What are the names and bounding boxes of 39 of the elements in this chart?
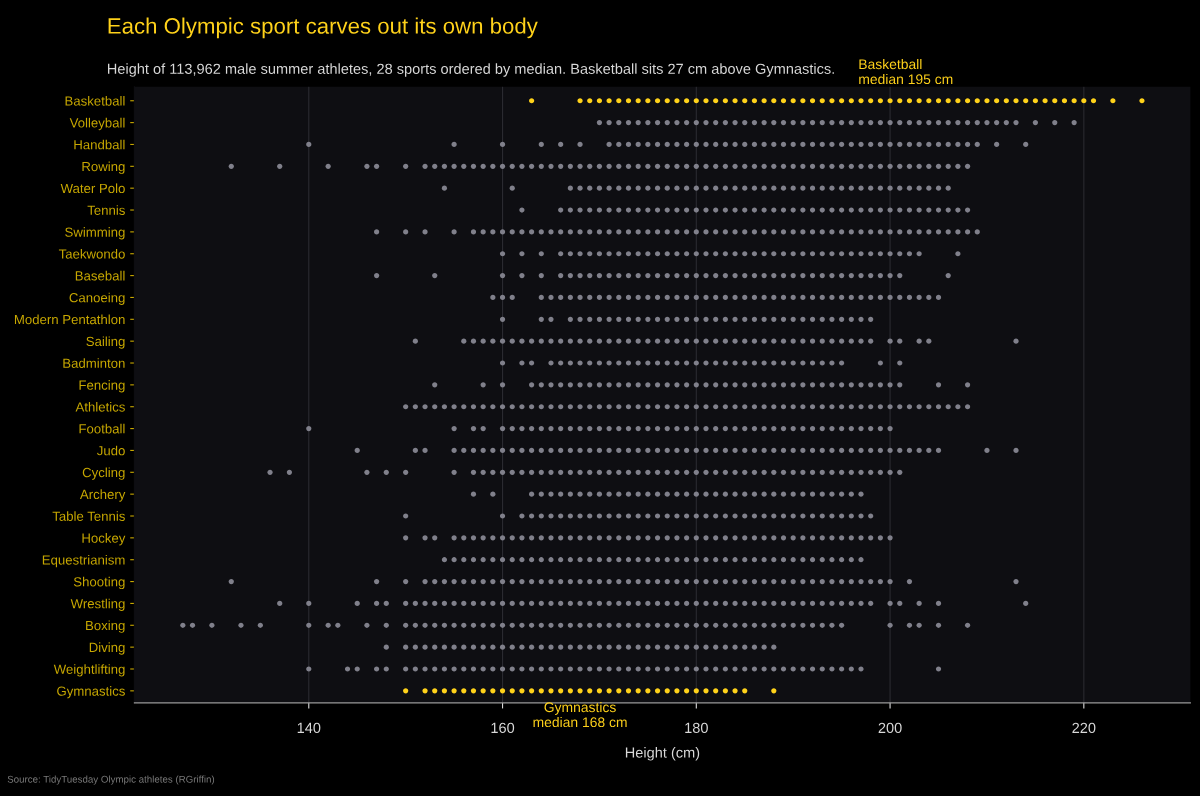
y-tick-label: Baseball — [75, 270, 125, 281]
x-tick-label: 200 — [878, 722, 902, 734]
y-tick-label: Wrestling — [70, 598, 125, 611]
x-tick-label: 160 — [491, 722, 515, 734]
y-tick-label: Boxing — [86, 620, 125, 633]
y-tick-label: Fencing — [79, 380, 125, 393]
y-tick-label: Athletics — [75, 401, 125, 412]
y-tick-label: Handball — [74, 139, 125, 150]
y-tick-label: Water Polo — [60, 183, 125, 194]
y-tick-label: Swimming — [65, 227, 125, 240]
y-tick-label: Rowing — [82, 161, 125, 174]
x-axis-title: Height (cm) — [625, 747, 700, 761]
x-tick-label: 220 — [1072, 722, 1096, 734]
y-tick-label: Gymnastics — [57, 686, 125, 699]
y-tick-label: Table Tennis — [52, 511, 125, 521]
y-tick-label: Shooting — [73, 576, 125, 590]
y-tick-label: Basketball — [65, 95, 125, 106]
y-tick-label: Weightlifting — [53, 664, 125, 677]
y-tick-label: Modern Pentathlon — [14, 314, 125, 325]
y-tick-label: Tennis — [87, 205, 125, 215]
y-tick-label: Badminton — [63, 358, 125, 368]
y-tick-label: Taekwondo — [58, 248, 125, 259]
y-tick-label: Hockey — [82, 533, 126, 546]
chart-title: Each Olympic sport carves out its own body — [108, 17, 538, 39]
y-tick-label: Canoeing — [69, 292, 125, 305]
y-tick-label: Sailing — [86, 336, 125, 349]
y-tick-label: Judo — [96, 445, 125, 456]
source-note: Source: TidyTuesday Olympic athletes (RGriffin) — [7, 775, 215, 785]
annotation: Basketball median 195 cm — [859, 58, 953, 85]
x-tick-label: 180 — [685, 722, 708, 734]
y-tick-label: Football — [79, 423, 125, 434]
y-tick-label: Equestrianism — [42, 554, 125, 568]
chart-subtitle: Height of 113,962 male summer athletes, 28 sports ordered by median. Basketball sits 27 cm above Gymnastics. — [108, 63, 834, 77]
x-tick-label: 140 — [297, 722, 321, 734]
y-tick-label: Volleyball — [69, 117, 125, 131]
y-tick-label: Diving — [89, 642, 125, 655]
annotation: Gymnastics median 168 cm — [533, 701, 627, 728]
y-tick-label: Archery — [79, 489, 126, 502]
y-tick-label: Cycling — [82, 467, 125, 480]
